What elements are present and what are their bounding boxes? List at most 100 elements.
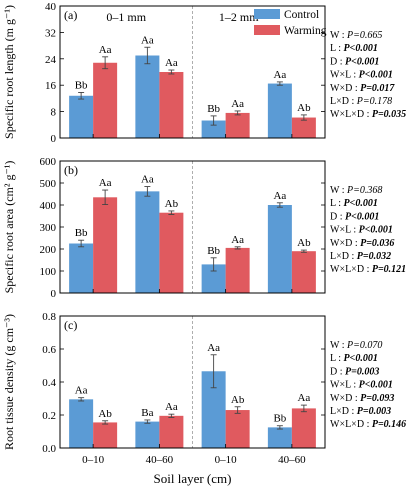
stat-line: D : P=0.003 — [330, 366, 379, 377]
stat-p-value: P<0.001 — [359, 70, 393, 81]
stat-sep: : — [352, 393, 360, 404]
chart-panel-1: 0 8 16 24 32 40 Specific root length (m g⁻¹) (a… — [2, 1, 406, 145]
stat-p-value: P=0.003 — [345, 366, 379, 377]
bar-warming — [225, 112, 250, 138]
significance-letter: Aa — [99, 44, 112, 56]
plot-frame — [59, 5, 326, 139]
stat-p-value: P=0.003 — [357, 406, 391, 417]
stat-sep: : — [349, 406, 357, 417]
y-tick-label: 0.6 — [42, 344, 56, 356]
stat-line: W×L×D : P=0.035 — [330, 109, 406, 120]
stat-sep: : — [364, 264, 372, 275]
panel-label: (a) — [64, 8, 77, 22]
significance-letter: Aa — [165, 401, 178, 413]
stat-line: L×D : P=0.178 — [330, 96, 392, 107]
stat-p-value: P<0.001 — [359, 225, 393, 236]
y-tick-label: 600 — [40, 156, 57, 168]
bar-warming — [291, 117, 316, 138]
significance-letter: Ab — [297, 102, 311, 114]
stat-term: W×D — [330, 393, 352, 404]
stat-term: W — [330, 340, 340, 351]
bar-warming — [159, 415, 184, 448]
y-tick-label: 32 — [45, 27, 56, 39]
stat-sep: : — [351, 225, 359, 236]
stat-p-value: P=0.121 — [372, 264, 406, 275]
stat-sep: : — [364, 419, 372, 430]
stat-term: W×L — [330, 70, 351, 81]
bar-warming — [159, 72, 184, 138]
bar-control — [69, 243, 94, 293]
y-tick-label: 0.0 — [42, 443, 56, 455]
panel-label: (c) — [64, 318, 77, 332]
stat-sep: : — [352, 238, 360, 249]
stat-line: L : P<0.001 — [330, 198, 378, 209]
stat-term: W×D — [330, 238, 352, 249]
stat-term: D — [330, 56, 337, 67]
stat-term: W×D — [330, 83, 352, 94]
panel-label: (b) — [64, 163, 78, 177]
bar-warming — [159, 212, 184, 293]
stat-sep: : — [351, 70, 359, 81]
stat-term: W — [330, 30, 340, 41]
y-tick-label: 400 — [40, 200, 57, 212]
stat-sep: : — [349, 96, 357, 107]
stat-line: W×L : P<0.001 — [330, 380, 393, 391]
significance-letter: Aa — [297, 392, 310, 404]
stat-sep: : — [351, 380, 359, 391]
chart-panel-2: 0 100 200 300 400 500 600 Specific root area (c… — [2, 156, 406, 300]
y-tick-label: 200 — [40, 244, 57, 256]
stat-sep: : — [349, 251, 357, 262]
y-tick-label: 0.4 — [42, 377, 56, 389]
significance-letter: Ab — [297, 237, 311, 249]
plot-frame — [59, 315, 326, 449]
stat-line: D : P<0.001 — [330, 211, 379, 222]
significance-letter: Bb — [75, 79, 88, 91]
bar-control — [267, 83, 292, 138]
stat-line: W×L×D : P=0.121 — [330, 264, 406, 275]
bar-control — [69, 95, 94, 138]
legend-label-warming: Warming — [284, 25, 327, 37]
y-axis-label: Specific root length (m g⁻¹) — [2, 5, 16, 139]
stat-line: W : P=0.070 — [330, 340, 382, 351]
stat-line: D : P<0.001 — [330, 56, 379, 67]
stat-p-value: P=0.146 — [372, 419, 406, 430]
x-axis-label: Soil layer (cm) — [154, 471, 232, 486]
x-tick-label: 0–10 — [215, 454, 238, 466]
stat-p-value: P=0.093 — [360, 393, 394, 404]
x-tick-label: 40–60 — [278, 454, 306, 466]
stat-sep: : — [337, 211, 345, 222]
stat-p-value: P=0.036 — [360, 238, 394, 249]
significance-letter: Aa — [99, 177, 112, 189]
bar-warming — [93, 197, 118, 293]
stat-sep: : — [337, 56, 345, 67]
stat-p-value: P=0.368 — [346, 185, 382, 196]
significance-letter: Bb — [75, 227, 88, 239]
legend: Control Warming — [254, 9, 327, 37]
y-tick-label: 100 — [40, 266, 57, 278]
y-axis-label: Root tissue density (g cm⁻³) — [2, 314, 16, 450]
significance-letter: Ab — [231, 394, 245, 406]
stat-p-value: P=0.032 — [357, 251, 391, 262]
layer-label-1-2mm: 1–2 mm — [219, 10, 259, 24]
stat-line: W×L : P<0.001 — [330, 225, 393, 236]
y-axis-label: Specific root area (cm² g⁻¹) — [2, 161, 16, 294]
significance-letter: Bb — [207, 103, 220, 115]
significance-letter: Ab — [98, 408, 112, 420]
stat-sep: : — [337, 366, 345, 377]
chart-panel-3: 0.0 0.2 0.4 0.6 0.8 Root tissue density (g cm… — [2, 311, 406, 466]
stat-line: W×L : P<0.001 — [330, 70, 393, 81]
stat-term: W×L×D — [330, 109, 364, 120]
significance-letter: Aa — [141, 34, 154, 46]
stat-sep: : — [336, 353, 344, 364]
stat-term: L — [330, 353, 336, 364]
stat-line: L×D : P=0.003 — [330, 406, 391, 417]
bar-warming — [225, 410, 250, 448]
significance-letter: Aa — [273, 69, 286, 81]
stat-line: W×D : P=0.093 — [330, 393, 394, 404]
stat-term: W×L — [330, 225, 351, 236]
significance-letter: Aa — [75, 385, 88, 397]
stat-term: L×D — [330, 406, 349, 417]
stat-term: D — [330, 366, 337, 377]
stat-sep: : — [336, 43, 344, 54]
